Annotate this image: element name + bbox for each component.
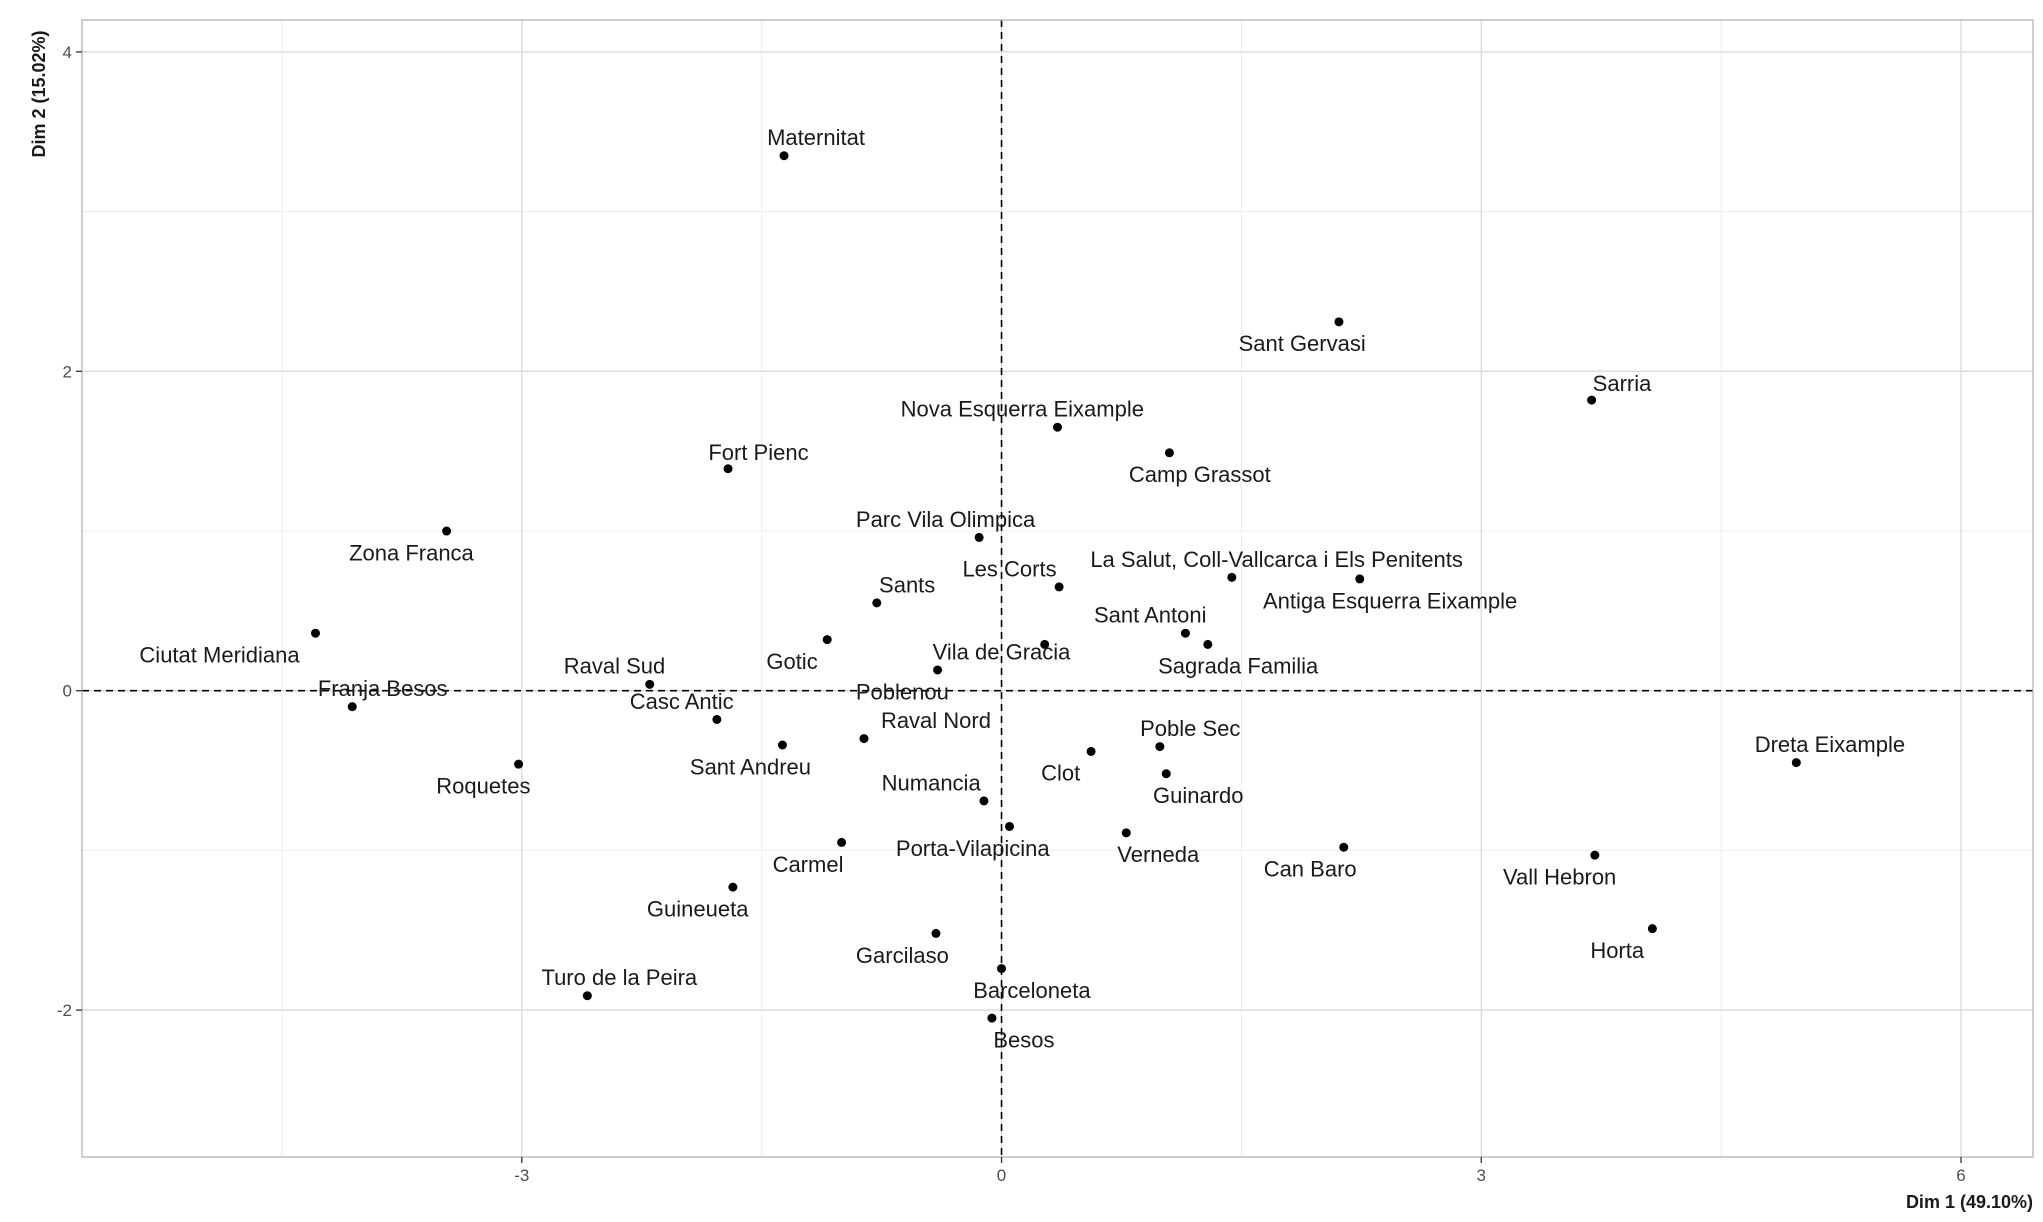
point-camp-grassot [1164, 448, 1174, 458]
y-tick-label: 0 [63, 682, 72, 701]
point-casc-antic [712, 714, 722, 724]
point-la-salut-coll-vallcarca-i-els-penitents [1227, 572, 1237, 582]
label-besos: Besos [993, 1027, 1054, 1052]
label-clot: Clot [1041, 761, 1080, 786]
label-camp-grassot: Camp Grassot [1129, 462, 1271, 487]
point-barceloneta [997, 964, 1007, 974]
label-franja-besos: Franja Besos [318, 676, 448, 701]
label-vila-de-gracia: Vila de Gracia [933, 639, 1072, 664]
point-horta [1647, 924, 1657, 934]
point-maternitat [779, 151, 789, 161]
label-numancia: Numancia [882, 770, 982, 795]
point-parc-vila-olimpica [974, 532, 984, 542]
y-tick-label: 4 [63, 43, 72, 62]
point-poble-sec [1155, 742, 1165, 752]
point-sarria [1587, 395, 1597, 405]
label-porta-vilapicina: Porta-Vilapicina [896, 836, 1050, 861]
label-roquetes: Roquetes [436, 774, 530, 799]
point-les-corts [1054, 582, 1064, 592]
point-nova-esquerra-eixample [1053, 422, 1062, 432]
label-raval-sud: Raval Sud [564, 654, 666, 679]
point-besos [987, 1013, 997, 1023]
axis-ticks: -3 0 3 6 -2 0 2 4 [57, 43, 1966, 1185]
point-fort-pienc [723, 464, 733, 474]
point-franja-besos [347, 702, 357, 712]
label-poble-sec: Poble Sec [1140, 716, 1240, 741]
x-tick-label: 3 [1477, 1166, 1486, 1185]
label-sants: Sants [879, 572, 935, 597]
point-guineueta [728, 882, 738, 892]
label-sant-gervasi: Sant Gervasi [1239, 331, 1366, 356]
point-sants [872, 598, 882, 608]
point-raval-nord [859, 734, 869, 744]
label-antiga-esquerra-eixample: Antiga Esquerra Eixample [1263, 588, 1517, 613]
label-parc-vila-olimpica: Parc Vila Olimpica [856, 507, 1036, 532]
point-turo-de-la-peira [582, 991, 592, 1001]
label-maternitat: Maternitat [767, 125, 865, 150]
label-guineueta: Guineueta [647, 896, 749, 921]
point-clot [1086, 746, 1096, 756]
reference-lines [82, 20, 2033, 1157]
label-carmel: Carmel [773, 852, 844, 877]
label-les-corts: Les Corts [962, 556, 1056, 581]
point-sagrada-familia [1203, 639, 1213, 649]
label-turo-de-la-peira: Turo de la Peira [541, 965, 697, 990]
label-vall-hebron: Vall Hebron [1503, 865, 1616, 890]
grid-layer [82, 20, 2033, 1157]
point-gotic [822, 635, 832, 645]
point-numancia [979, 796, 989, 806]
label-poblenou: Poblenou [856, 679, 949, 704]
point-garcilaso [931, 928, 941, 938]
label-casc-antic: Casc Antic [630, 689, 734, 714]
label-barceloneta: Barceloneta [973, 978, 1091, 1003]
data-points [310, 151, 1801, 1023]
point-dreta-eixample [1791, 758, 1801, 768]
point-sant-gervasi [1334, 317, 1344, 327]
x-tick-label: 6 [1956, 1166, 1965, 1185]
label-sant-andreu: Sant Andreu [690, 754, 811, 779]
point-vall-hebron [1590, 850, 1600, 860]
point-labels: Maternitat Sant Gervasi Sarria Nova Esquerr… [139, 125, 1905, 1052]
label-can-baro: Can Baro [1264, 857, 1357, 882]
y-tick-label: -2 [57, 1001, 72, 1020]
label-verneda: Verneda [1117, 842, 1200, 867]
label-garcilaso: Garcilaso [856, 943, 949, 968]
label-la-salut-coll-vallcarca-i-els-penitents: La Salut, Coll-Vallcarca i Els Penitents [1090, 547, 1463, 572]
point-poblenou [933, 665, 943, 675]
point-ciutat-meridiana [310, 628, 320, 638]
point-carmel [837, 837, 847, 847]
point-zona-franca [442, 526, 452, 536]
label-zona-franca: Zona Franca [349, 540, 474, 565]
label-sant-antoni: Sant Antoni [1094, 603, 1207, 628]
y-axis-title: Dim 2 (15.02%) [29, 30, 49, 157]
point-sant-antoni [1180, 628, 1190, 638]
x-tick-label: 0 [997, 1166, 1006, 1185]
point-raval-sud [645, 679, 655, 689]
label-raval-nord: Raval Nord [881, 708, 991, 733]
panel-border [81, 19, 2034, 1158]
point-sant-andreu [777, 740, 787, 750]
point-can-baro [1339, 842, 1349, 852]
x-tick-label: -3 [514, 1166, 529, 1185]
y-tick-label: 2 [63, 362, 72, 381]
label-sagrada-familia: Sagrada Familia [1158, 654, 1319, 679]
label-horta: Horta [1590, 938, 1645, 963]
label-sarria: Sarria [1593, 371, 1652, 396]
point-vila-de-gracia [1040, 639, 1050, 649]
label-guinardo: Guinardo [1153, 783, 1244, 808]
point-porta-vilapicina [1005, 821, 1015, 831]
label-fort-pienc: Fort Pienc [708, 440, 808, 465]
point-guinardo [1161, 769, 1171, 779]
label-gotic: Gotic [766, 649, 817, 674]
x-axis-title: Dim 1 (49.10%) [1906, 1192, 2033, 1212]
point-antiga-esquerra-eixample [1355, 574, 1365, 584]
label-ciutat-meridiana: Ciutat Meridiana [139, 643, 300, 668]
point-verneda [1121, 828, 1131, 838]
label-dreta-eixample: Dreta Eixample [1755, 732, 1905, 757]
point-roquetes [514, 759, 524, 769]
label-nova-esquerra-eixample: Nova Esquerra Eixample [901, 397, 1144, 422]
